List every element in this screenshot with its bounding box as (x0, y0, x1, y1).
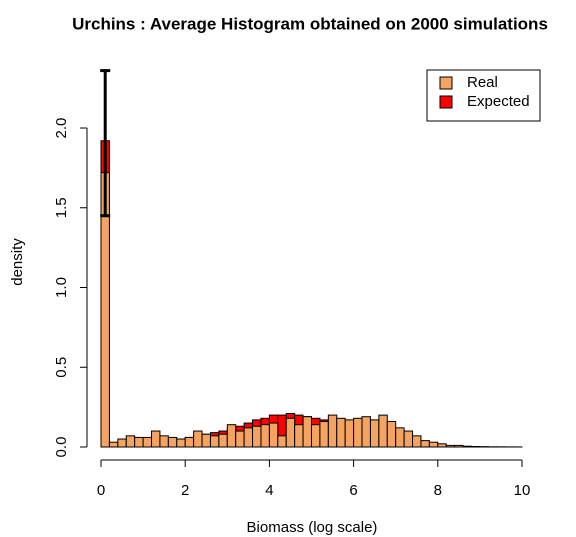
legend-label: Expected (467, 93, 530, 110)
x-tick-label: 8 (434, 482, 442, 499)
bar (209, 435, 220, 448)
bar (327, 414, 338, 448)
bar (117, 438, 127, 448)
x-tick-label: 10 (514, 482, 531, 499)
bar (193, 430, 203, 448)
bar (445, 444, 456, 448)
legend-label: Real (467, 74, 498, 91)
bar (167, 436, 178, 448)
bar (437, 443, 447, 448)
y-tick-label: 2.0 (53, 118, 70, 139)
bar (386, 420, 397, 448)
bar (218, 433, 228, 448)
legend-swatch (439, 95, 453, 109)
bar (336, 417, 346, 448)
x-tick-label: 4 (265, 482, 273, 499)
bar (403, 430, 414, 448)
y-tick-label: 1.5 (53, 197, 70, 218)
bar (243, 427, 254, 448)
bar (428, 441, 439, 448)
bar (142, 436, 153, 448)
bar (159, 435, 169, 448)
bar (412, 435, 422, 448)
x-tick-label: 2 (181, 482, 189, 499)
bar (302, 416, 312, 448)
bar (395, 427, 405, 448)
chart-title: Urchins : Average Histogram obtained on … (72, 14, 548, 33)
bar (462, 445, 472, 448)
x-tick-label: 0 (97, 482, 105, 499)
bar (319, 420, 329, 448)
y-tick-label: 0.0 (53, 437, 70, 458)
bar (151, 430, 161, 448)
bar (277, 435, 287, 448)
bar (108, 441, 119, 448)
bar (252, 425, 262, 448)
bar (344, 419, 355, 448)
bar (361, 416, 371, 448)
bar (134, 436, 144, 448)
x-tick-label: 6 (349, 482, 357, 499)
bar (226, 424, 237, 448)
x-axis-label: Biomass (log scale) (247, 519, 378, 536)
bar (369, 419, 380, 448)
bar (260, 424, 270, 448)
bar (201, 433, 211, 448)
bar (378, 414, 388, 448)
bar (420, 440, 430, 448)
bar (235, 430, 245, 448)
bar (285, 417, 296, 448)
bar (311, 424, 321, 448)
y-tick-label: 1.0 (53, 277, 70, 298)
bar (454, 444, 464, 448)
y-axis-label: density (9, 238, 26, 286)
bar (125, 435, 136, 448)
bar (268, 422, 279, 448)
bar (176, 438, 186, 448)
legend-swatch (439, 76, 453, 90)
bar (184, 436, 195, 448)
y-tick-label: 0.5 (53, 357, 70, 378)
bar (294, 424, 304, 448)
bar (353, 417, 363, 448)
